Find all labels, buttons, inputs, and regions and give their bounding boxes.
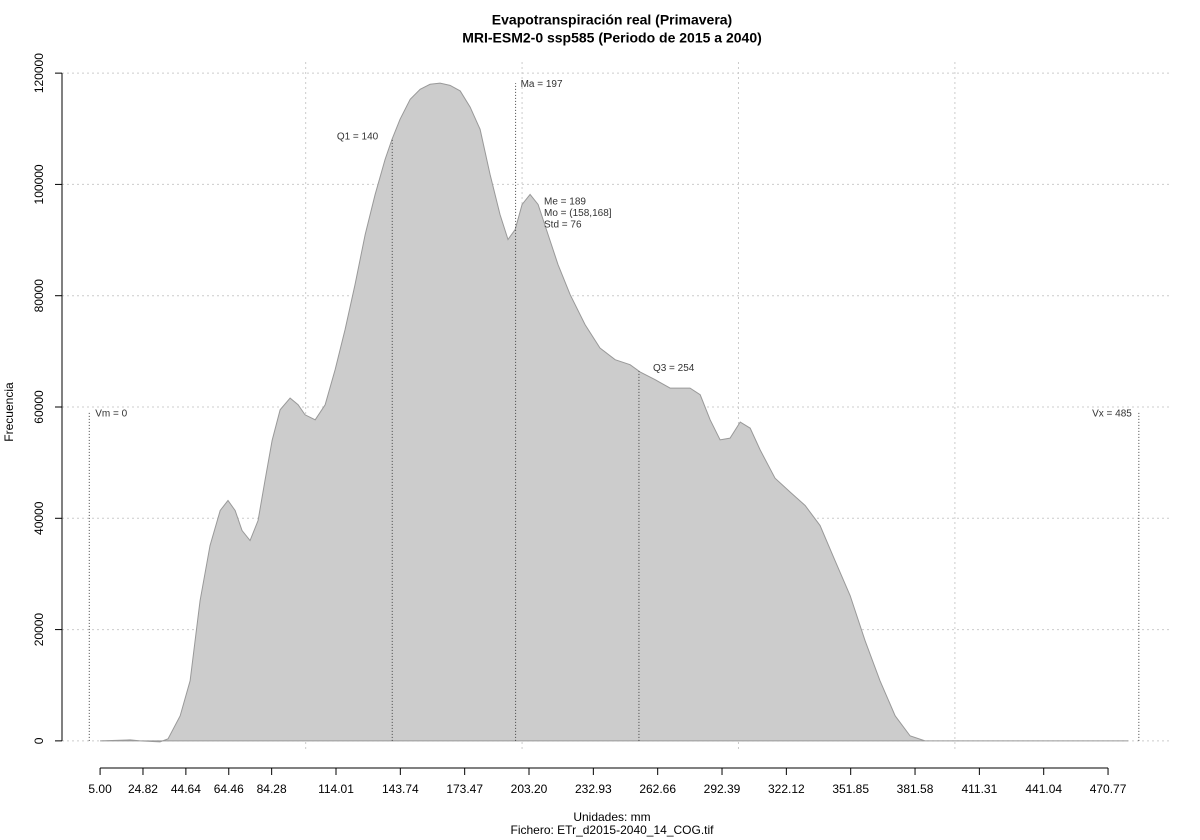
x-tick-label: 203.20	[511, 782, 548, 796]
caption: Fichero: ETr_d2015-2040_14_COG.tif	[511, 823, 715, 837]
chart-title: Evapotranspiración real (Primavera)	[492, 12, 732, 28]
y-tick-label: 60000	[32, 390, 46, 424]
x-tick-label: 351.85	[832, 782, 869, 796]
x-axis-label: Unidades: mm	[573, 810, 650, 824]
marker-label: Vx = 485	[1092, 409, 1132, 420]
x-tick-label: 44.64	[171, 782, 201, 796]
x-tick-label: 114.01	[318, 782, 354, 796]
stats-label: Mo = (158,168]	[544, 208, 612, 219]
marker-label: Vm = 0	[95, 409, 127, 420]
y-tick-label: 20000	[32, 613, 46, 647]
x-tick-label: 381.58	[897, 782, 934, 796]
y-tick-label: 80000	[32, 279, 46, 313]
y-tick-label: 0	[32, 737, 46, 744]
density-area	[100, 82, 1129, 743]
y-axis-label: Frecuencia	[2, 382, 16, 442]
y-tick-label: 120000	[32, 53, 46, 93]
x-tick-label: 143.74	[382, 782, 419, 796]
x-tick-label: 292.39	[704, 782, 741, 796]
x-tick-label: 84.28	[257, 782, 287, 796]
x-tick-label: 5.00	[88, 782, 112, 796]
x-tick-label: 262.66	[639, 782, 676, 796]
chart-subtitle: MRI-ESM2-0 ssp585 (Periodo de 2015 a 204…	[462, 30, 762, 46]
x-tick-label: 322.12	[768, 782, 805, 796]
x-tick-label: 232.93	[575, 782, 612, 796]
marker-label: Ma = 197	[521, 79, 563, 90]
x-tick-label: 470.77	[1090, 782, 1127, 796]
marker-label: Q1 = 140	[337, 131, 379, 142]
x-tick-label: 411.31	[961, 782, 997, 796]
stats-label: Me = 189	[544, 197, 586, 208]
marker-label: Q3 = 254	[653, 363, 695, 374]
x-tick-label: 64.46	[214, 782, 244, 796]
y-tick-label: 100000	[32, 164, 46, 204]
x-tick-label: 173.47	[446, 782, 483, 796]
x-tick-label: 441.04	[1025, 782, 1062, 796]
stats-label: Std = 76	[544, 220, 582, 231]
y-tick-label: 40000	[32, 501, 46, 535]
x-tick-label: 24.82	[128, 782, 158, 796]
